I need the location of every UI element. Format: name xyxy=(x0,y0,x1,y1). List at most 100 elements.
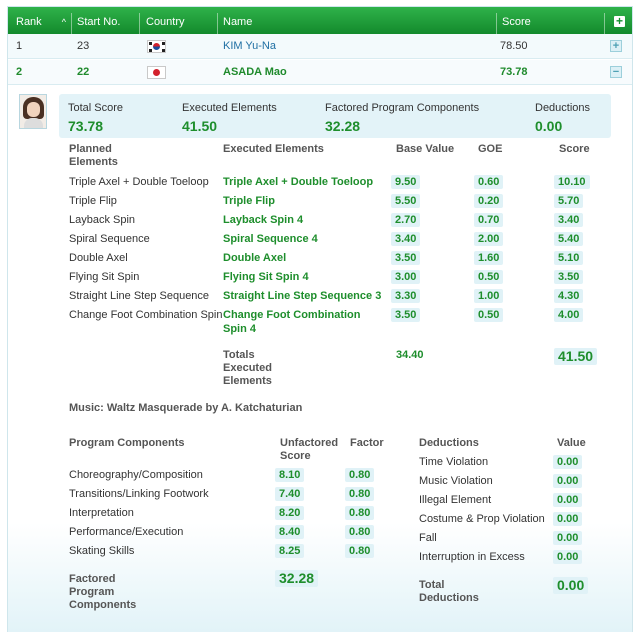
base-value: 2.70 xyxy=(391,213,421,227)
factored-components-label: Factored Program Components xyxy=(69,573,137,611)
factor-header: Factor xyxy=(350,437,384,449)
deduction-value: 0.00 xyxy=(553,474,583,488)
element-score: 4.00 xyxy=(554,308,584,322)
base-value: 3.30 xyxy=(391,289,421,303)
component-name: Skating Skills xyxy=(69,545,135,557)
component-score: 8.40 xyxy=(275,525,305,539)
component-score: 8.10 xyxy=(275,468,305,482)
deduction-value-header: Value xyxy=(557,437,586,449)
executed-element: Triple Flip xyxy=(223,195,275,207)
sort-up-icon: ^ xyxy=(61,17,66,27)
start-no-column-header[interactable]: Start No. xyxy=(77,16,121,28)
total-deductions-value: 0.00 xyxy=(553,577,589,594)
planned-element: Spiral Sequence xyxy=(69,233,150,245)
table-row[interactable]: 2 22 ASADA Mao 73.78 − xyxy=(8,60,632,85)
base-value: 9.50 xyxy=(391,175,421,189)
name-column-header[interactable]: Name xyxy=(223,16,253,28)
deductions-value: 0.00 xyxy=(535,118,563,134)
planned-element: Layback Spin xyxy=(69,214,136,226)
executed-element: Spiral Sequence 4 xyxy=(223,233,318,245)
executed-element: Double Axel xyxy=(223,252,287,264)
component-score: 8.25 xyxy=(275,544,305,558)
element-score-header: Score xyxy=(559,143,590,155)
expand-all-button[interactable]: + xyxy=(614,14,625,28)
element-score: 4.30 xyxy=(554,289,584,303)
planned-element: Double Axel xyxy=(69,252,128,264)
executed-elements-value: 41.50 xyxy=(182,118,218,134)
executed-element: Layback Spin 4 xyxy=(223,214,304,226)
total-score-value: 73.78 xyxy=(68,118,104,134)
rank-cell: 2 xyxy=(16,66,23,78)
pcs-value: 32.28 xyxy=(325,118,361,134)
goe-value: 0.50 xyxy=(474,308,504,322)
component-name: Transitions/Linking Footwork xyxy=(69,488,209,500)
base-value-header: Base Value xyxy=(396,143,455,155)
athlete-name-link[interactable]: ASADA Mao xyxy=(223,66,287,78)
deduction-value: 0.00 xyxy=(553,493,583,507)
deduction-name: Interruption in Excess xyxy=(419,551,525,563)
executed-elements-header: Executed Elements xyxy=(223,143,324,155)
collapse-row-button[interactable]: − xyxy=(610,66,622,78)
planned-element: Straight Line Step Sequence xyxy=(69,290,210,302)
goe-header: GOE xyxy=(478,143,503,155)
deduction-value: 0.00 xyxy=(553,531,583,545)
planned-elements-header: Planned Elements xyxy=(69,143,118,168)
executed-element: Change Foot Combination Spin 4 xyxy=(223,309,361,335)
base-value: 5.50 xyxy=(391,194,421,208)
score-cell: 78.50 xyxy=(500,40,528,52)
table-row[interactable]: 1 23 KIM Yu-Na 78.50 + xyxy=(8,34,632,59)
component-score: 7.40 xyxy=(275,487,305,501)
component-factor: 0.80 xyxy=(345,506,375,520)
score-summary: Total Score 73.78 Executed Elements 41.5… xyxy=(59,94,611,138)
total-deductions-label: Total Deductions xyxy=(419,579,479,604)
planned-element: Triple Flip xyxy=(69,195,117,207)
goe-value: 1.00 xyxy=(474,289,504,303)
japan-flag-icon xyxy=(147,66,166,79)
executed-element: Straight Line Step Sequence 3 xyxy=(223,290,382,302)
deduction-name: Music Violation xyxy=(419,475,493,487)
start-no-cell: 23 xyxy=(77,40,90,52)
component-name: Performance/Execution xyxy=(69,526,184,538)
goe-value: 0.50 xyxy=(474,270,504,284)
athlete-name-link[interactable]: KIM Yu-Na xyxy=(223,40,276,52)
results-panel: Rank ^ Start No. Country Name Score + 1 2… xyxy=(7,6,633,632)
component-factor: 0.80 xyxy=(345,487,375,501)
athlete-detail-panel: Total Score 73.78 Executed Elements 41.5… xyxy=(8,86,632,632)
component-factor: 0.80 xyxy=(345,544,375,558)
deduction-value: 0.00 xyxy=(553,550,583,564)
element-score: 10.10 xyxy=(554,175,590,189)
expand-row-button[interactable]: + xyxy=(610,40,622,52)
element-score: 3.50 xyxy=(554,270,584,284)
base-value: 3.40 xyxy=(391,232,421,246)
table-header: Rank ^ Start No. Country Name Score + xyxy=(8,7,632,34)
program-components-header: Program Components xyxy=(69,437,185,449)
base-value: 3.00 xyxy=(391,270,421,284)
deduction-name: Illegal Element xyxy=(419,494,492,506)
athlete-photo xyxy=(19,94,47,129)
score-column-header[interactable]: Score xyxy=(502,16,531,28)
totals-executed-label: Totals Executed Elements xyxy=(223,349,272,387)
deduction-name: Fall xyxy=(419,532,437,544)
planned-element: Change Foot Combination Spin xyxy=(69,309,223,321)
executed-element: Flying Sit Spin 4 xyxy=(223,271,309,283)
base-value: 3.50 xyxy=(391,251,421,265)
goe-value: 0.20 xyxy=(474,194,504,208)
element-score: 5.10 xyxy=(554,251,584,265)
element-score: 3.40 xyxy=(554,213,584,227)
korea-flag-icon xyxy=(147,40,166,53)
factored-components-value: 32.28 xyxy=(275,570,319,587)
planned-element: Flying Sit Spin xyxy=(69,271,140,283)
country-column-header[interactable]: Country xyxy=(146,16,185,28)
component-factor: 0.80 xyxy=(345,468,375,482)
component-factor: 0.80 xyxy=(345,525,375,539)
planned-element: Triple Axel + Double Toeloop xyxy=(69,176,209,188)
music-label: Music: Waltz Masquerade by A. Katchaturi… xyxy=(69,402,303,414)
score-cell: 73.78 xyxy=(500,66,528,78)
deduction-value: 0.00 xyxy=(553,455,583,469)
element-score: 5.40 xyxy=(554,232,584,246)
deductions-header: Deductions xyxy=(419,437,479,449)
goe-value: 1.60 xyxy=(474,251,504,265)
rank-column-header[interactable]: Rank ^ xyxy=(16,16,66,28)
component-name: Choreography/Composition xyxy=(69,469,203,481)
base-value: 3.50 xyxy=(391,308,421,322)
